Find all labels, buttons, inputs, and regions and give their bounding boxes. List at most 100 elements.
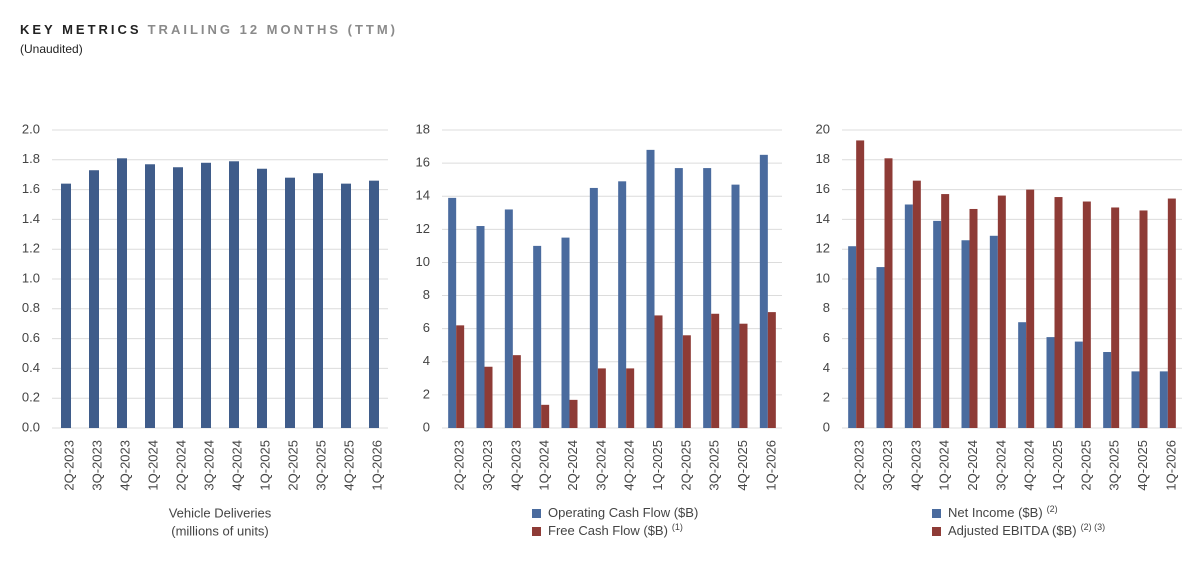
bar: [674, 168, 683, 429]
x-tick-label: 4Q-2024: [1022, 440, 1037, 491]
x-tick-label: 1Q-2025: [650, 440, 665, 491]
bar: [654, 315, 663, 428]
x-tick-label: 3Q-2024: [201, 440, 216, 491]
y-tick-label: 4: [823, 360, 830, 375]
y-tick-label: 4: [423, 353, 430, 368]
bar: [848, 246, 857, 428]
y-tick-label: 16: [416, 155, 430, 170]
bar: [1131, 371, 1140, 428]
x-tick-label: 1Q-2026: [369, 440, 384, 491]
x-tick-label: 3Q-2023: [89, 440, 104, 491]
bar: [89, 170, 99, 429]
bar: [1103, 352, 1112, 428]
bar: [1046, 337, 1055, 428]
bar: [767, 312, 776, 428]
legend-name: Operating Cash Flow ($B): [548, 505, 698, 520]
bar: [941, 194, 950, 428]
legend-entry: Net Income ($B) (2): [948, 504, 1058, 520]
bar: [285, 177, 295, 428]
bar: [341, 183, 351, 428]
bar: [1026, 189, 1035, 428]
y-tick-label: 0: [423, 419, 430, 434]
x-tick-label: 1Q-2025: [257, 440, 272, 491]
x-tick-label: 3Q-2023: [480, 440, 495, 491]
x-tick-label: 2Q-2025: [678, 440, 693, 491]
x-tick-label: 2Q-2023: [852, 440, 867, 491]
page-title: KEY METRICS TRAILING 12 MONTHS (TTM): [20, 22, 398, 37]
bar: [533, 245, 542, 428]
x-tick-label: 4Q-2025: [735, 440, 750, 491]
bar: [257, 168, 267, 429]
x-tick-label: 1Q-2024: [937, 440, 952, 491]
bar: [512, 355, 521, 428]
bar: [711, 313, 720, 428]
bar: [145, 164, 155, 428]
y-tick-label: 2.0: [22, 121, 40, 136]
x-tick-label: 1Q-2026: [763, 440, 778, 491]
bar: [739, 323, 748, 428]
y-tick-label: 20: [816, 121, 830, 136]
legend-entry: Adjusted EBITDA ($B) (2) (3): [948, 522, 1105, 538]
legend-name: Net Income ($B): [948, 505, 1043, 520]
bar: [201, 162, 211, 428]
y-tick-label: 0.0: [22, 419, 40, 434]
bar: [759, 154, 768, 429]
bar: [856, 140, 865, 428]
bar: [484, 366, 493, 428]
bar: [876, 267, 885, 428]
title-suffix: TRAILING 12 MONTHS (TTM): [148, 22, 398, 37]
bar: [456, 325, 465, 428]
x-tick-label: 1Q-2024: [145, 440, 160, 491]
x-tick-label: 4Q-2023: [117, 440, 132, 491]
bar: [1018, 322, 1027, 428]
x-tick-label: 1Q-2026: [1163, 440, 1178, 491]
y-tick-label: 18: [416, 121, 430, 136]
x-axis-label: (millions of units): [171, 523, 269, 538]
x-tick-label: 2Q-2025: [1078, 440, 1093, 491]
bar: [1139, 210, 1148, 428]
legend-name: Adjusted EBITDA ($B): [948, 523, 1077, 538]
x-tick-label: 3Q-2025: [1107, 440, 1122, 491]
x-tick-label: 4Q-2024: [622, 440, 637, 491]
x-tick-label: 1Q-2025: [1050, 440, 1065, 491]
y-tick-label: 6: [823, 330, 830, 345]
bar: [731, 184, 740, 428]
y-tick-label: 14: [816, 211, 830, 226]
legend-swatch: [932, 509, 941, 518]
bar: [313, 173, 323, 428]
bar: [561, 237, 570, 428]
x-tick-label: 3Q-2024: [993, 440, 1008, 491]
x-tick-label: 3Q-2024: [593, 440, 608, 491]
bar: [173, 167, 183, 428]
bar: [476, 226, 485, 428]
bar: [969, 208, 978, 428]
bar: [703, 168, 712, 429]
x-tick-label: 2Q-2023: [61, 440, 76, 491]
bar: [904, 204, 913, 428]
x-axis-label: Vehicle Deliveries: [169, 505, 272, 520]
bar: [961, 240, 970, 428]
y-tick-label: 0.6: [22, 330, 40, 345]
bar: [997, 195, 1006, 428]
y-tick-label: 12: [416, 221, 430, 236]
bar: [369, 180, 379, 428]
y-tick-label: 16: [816, 181, 830, 196]
bar: [646, 149, 655, 428]
bar: [569, 399, 578, 428]
bar: [1159, 371, 1168, 428]
y-tick-label: 2: [823, 390, 830, 405]
x-tick-label: 4Q-2025: [341, 440, 356, 491]
y-tick-label: 1.4: [22, 211, 40, 226]
x-tick-label: 3Q-2025: [707, 440, 722, 491]
bar: [229, 161, 239, 429]
bar: [1074, 341, 1083, 428]
y-tick-label: 8: [423, 287, 430, 302]
y-tick-label: 6: [423, 320, 430, 335]
x-tick-label: 4Q-2024: [229, 440, 244, 491]
bar: [117, 158, 127, 428]
bar: [1111, 207, 1120, 428]
bar: [1167, 198, 1176, 428]
x-tick-label: 2Q-2024: [173, 440, 188, 491]
legend-swatch: [532, 509, 541, 518]
